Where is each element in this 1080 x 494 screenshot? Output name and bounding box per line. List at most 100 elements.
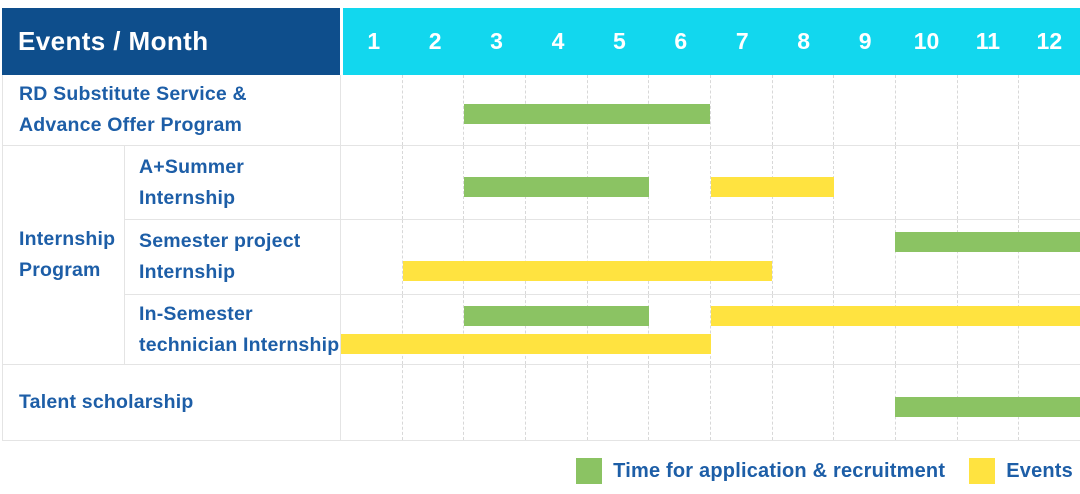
- legend-item-event: Events: [969, 458, 1073, 484]
- row-label: Talent scholarship: [3, 365, 341, 441]
- row-label-line: Internship: [139, 261, 236, 283]
- month-column: [341, 220, 402, 294]
- month-column: [895, 75, 957, 145]
- bar-application: [895, 396, 1080, 417]
- month-column: [341, 146, 402, 219]
- month-column: [401, 295, 464, 364]
- legend-swatch-event: [969, 458, 996, 484]
- month-column: [1018, 75, 1080, 145]
- legend-label: Time for application & recruitment: [613, 459, 946, 482]
- month-column: [648, 295, 710, 364]
- month-column: [895, 295, 957, 364]
- month-header-2: 2: [428, 28, 442, 54]
- row-label: RD Substitute Service & Advance Offer Pro…: [3, 75, 341, 146]
- row-label-line: A+Summer: [139, 155, 245, 178]
- month-header-9: 9: [858, 28, 872, 54]
- row-label-line: Talent scholarship: [19, 391, 194, 413]
- month-column: [648, 146, 710, 219]
- month-header-8: 8: [797, 28, 811, 54]
- month-header-3: 3: [490, 28, 503, 54]
- month-column: [341, 295, 402, 364]
- month-column: [710, 365, 772, 440]
- month-column: [401, 146, 464, 219]
- month-header-10: 10: [913, 28, 940, 54]
- legend-item-application: Time for application & recruitment: [576, 458, 945, 484]
- month-column: [1018, 146, 1080, 219]
- month-column: [586, 365, 649, 440]
- row-label-line: Internship: [139, 186, 236, 209]
- row-timeline: [341, 146, 1080, 220]
- month-column: [956, 146, 1019, 219]
- bar-application: [895, 231, 1080, 252]
- table-header-row: Events / Month 1 2 3 4 5 6 7 8 9 10 11 12: [2, 8, 1080, 75]
- gantt-body: Internship Program RD Substitute Service &…: [2, 75, 1080, 441]
- month-column: [956, 295, 1019, 364]
- month-column: [463, 295, 525, 364]
- month-column: [895, 146, 957, 219]
- month-column: [771, 75, 834, 145]
- month-column: [771, 295, 834, 364]
- month-column: [833, 365, 895, 440]
- month-column: [648, 220, 710, 294]
- bar-application: [464, 104, 711, 125]
- month-column: [463, 220, 525, 294]
- month-header-row: 1 2 3 4 5 6 7 8 9 10 11 12: [343, 8, 1080, 75]
- month-column: [401, 365, 464, 440]
- month-column: [1018, 295, 1080, 364]
- month-column: [833, 146, 895, 219]
- bar-event: [402, 261, 773, 282]
- row-timeline: [341, 365, 1080, 441]
- row-label: In-Semester technician Internship: [125, 295, 341, 365]
- month-header-5: 5: [613, 28, 626, 54]
- month-column: [771, 220, 834, 294]
- bar-application: [464, 176, 649, 197]
- table-header-title-cell: Events / Month: [2, 8, 340, 75]
- month-header-11: 11: [975, 28, 1001, 54]
- row-label-line: Advance Offer Program: [19, 114, 243, 136]
- legend-label: Events: [1006, 459, 1073, 482]
- month-column: [525, 365, 587, 440]
- bar-event: [710, 306, 1080, 327]
- month-column: [463, 75, 525, 145]
- bar-event: [710, 176, 834, 197]
- row-label-line: RD Substitute Service &: [19, 83, 247, 105]
- group-label: Internship Program: [3, 146, 125, 365]
- month-column: [341, 75, 402, 145]
- row-timeline: [341, 220, 1080, 295]
- row-timeline: [341, 295, 1080, 365]
- month-header-1: 1: [367, 28, 381, 54]
- month-column: [525, 295, 587, 364]
- month-column: [833, 75, 895, 145]
- legend-swatch-application: [576, 458, 603, 484]
- bar-application: [464, 306, 649, 327]
- month-column: [956, 75, 1019, 145]
- month-column: [710, 220, 772, 294]
- month-header-6: 6: [674, 28, 688, 54]
- month-column: [586, 295, 649, 364]
- month-column: [463, 146, 525, 219]
- month-column: [401, 75, 464, 145]
- bar-event: [341, 333, 711, 354]
- row-label: Semester project Internship: [125, 220, 341, 295]
- month-header-7: 7: [735, 28, 749, 54]
- month-column: [463, 365, 525, 440]
- page-title: Events / Month: [18, 26, 209, 56]
- row-label-line: In-Semester: [139, 302, 253, 325]
- month-column: [401, 220, 464, 294]
- row-label: A+Summer Internship: [125, 146, 341, 220]
- month-column: [710, 295, 772, 364]
- month-column: [710, 75, 772, 145]
- month-column: [895, 220, 957, 294]
- row-timeline: [341, 75, 1080, 146]
- month-column: [771, 365, 834, 440]
- month-header-12: 12: [1036, 28, 1063, 54]
- group-label-line: Internship: [19, 228, 116, 250]
- month-column: [341, 365, 402, 440]
- row-label-line: Semester project: [139, 230, 301, 252]
- month-column: [833, 220, 895, 294]
- group-label-line: Program: [19, 259, 101, 281]
- month-column: [956, 220, 1019, 294]
- month-column: [648, 365, 710, 440]
- month-column: [1018, 220, 1080, 294]
- month-header-4: 4: [551, 28, 565, 54]
